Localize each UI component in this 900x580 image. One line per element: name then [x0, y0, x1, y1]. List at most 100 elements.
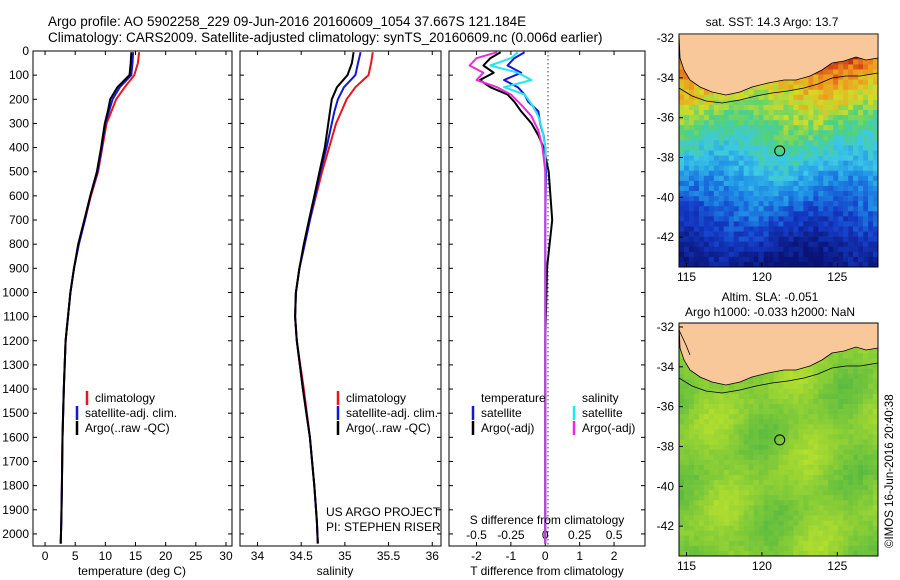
map-cell	[848, 59, 854, 65]
map-cell	[873, 540, 879, 547]
map-cell	[853, 69, 859, 75]
map-cell	[808, 109, 814, 116]
map-cell	[813, 160, 819, 166]
map-cell	[828, 74, 834, 80]
map-cell	[858, 454, 864, 461]
map-cell	[763, 495, 769, 501]
map-cell	[688, 94, 695, 101]
map-cell	[763, 246, 769, 253]
map-cell	[808, 545, 814, 552]
imos-watermark: ©IMOS 16-Jun-2016 20:40:38	[884, 394, 896, 548]
map-cell	[873, 236, 879, 242]
map-cell	[853, 419, 859, 425]
map-cell	[848, 185, 854, 192]
map-cell	[853, 550, 859, 557]
map-cell	[818, 550, 824, 557]
x-tick-label: -1	[506, 549, 517, 563]
map-cell	[768, 419, 774, 425]
map-cell	[813, 495, 819, 501]
map-cell	[828, 160, 834, 166]
map-cell	[688, 79, 695, 85]
map-cell	[773, 454, 779, 461]
map-cell	[778, 368, 784, 374]
map-cell	[773, 495, 779, 501]
map-cell	[718, 246, 725, 253]
depth-tick-label: 1200	[2, 334, 29, 348]
map-cell	[858, 236, 864, 242]
map-cell	[868, 535, 874, 542]
map-cell	[793, 130, 799, 136]
map-cell	[743, 145, 749, 151]
map-cell	[853, 424, 859, 430]
map-cell	[873, 353, 879, 359]
map-cell	[683, 495, 690, 501]
map-cell	[868, 449, 874, 455]
map-cell	[763, 236, 769, 242]
map-cell	[863, 383, 869, 390]
map-cell	[843, 261, 849, 268]
map-cell	[788, 125, 794, 131]
map-cell	[838, 125, 844, 131]
map-cell	[708, 404, 715, 410]
map-cell	[683, 439, 690, 445]
map-cell	[798, 236, 804, 242]
map-cell	[713, 165, 720, 172]
map-cell	[823, 469, 829, 476]
map-cell	[823, 155, 829, 161]
map-cell	[858, 241, 864, 248]
map-cell	[843, 246, 849, 253]
map-cell	[768, 211, 774, 217]
map-cell	[833, 373, 839, 380]
map-cell	[833, 89, 839, 96]
map-cell	[723, 104, 730, 111]
credit-project: US ARGO PROJECT	[326, 505, 441, 519]
map-cell	[733, 419, 739, 425]
map-cell	[808, 246, 814, 253]
map-cell	[838, 74, 844, 80]
map-cell	[718, 520, 725, 526]
map-cell	[713, 226, 720, 232]
map-cell	[763, 155, 769, 161]
map-cell	[813, 185, 819, 192]
map-cell	[853, 201, 859, 207]
salinity-panel: 34 34.5 35 35.5 36 salinity climatology sate…	[239, 50, 442, 578]
map-cell	[813, 130, 819, 136]
map-cell	[838, 515, 844, 521]
map-cell	[773, 251, 779, 258]
map-cell	[758, 424, 764, 430]
map-cell	[873, 120, 879, 126]
map-cell	[688, 429, 695, 435]
map-cell	[713, 480, 720, 486]
map-cell	[713, 170, 720, 177]
map-cell	[863, 74, 869, 80]
map-cell	[843, 535, 849, 542]
map-cell	[758, 480, 764, 486]
map-cell	[858, 201, 864, 207]
map-cell	[683, 545, 690, 552]
map-cell	[793, 495, 799, 501]
map-cell	[828, 221, 834, 227]
map-cell	[758, 155, 764, 161]
map-cell	[833, 150, 839, 156]
map-cell	[783, 89, 789, 96]
map-cell	[803, 535, 809, 542]
map-cell	[868, 505, 874, 511]
map-cell	[798, 398, 804, 405]
map-cell	[838, 368, 844, 374]
map-cell	[743, 434, 749, 440]
map-cell	[763, 109, 769, 116]
map-cell	[733, 495, 739, 501]
map-cell	[679, 211, 685, 217]
map-cell	[718, 444, 725, 450]
map-cell	[728, 94, 735, 101]
map-cell	[688, 439, 695, 445]
map-cell	[748, 261, 754, 268]
map-cell	[758, 550, 764, 557]
map-cell	[683, 429, 690, 435]
map-cell	[713, 404, 720, 410]
map-cell	[688, 216, 695, 222]
map-cell	[733, 388, 739, 395]
map-cell	[718, 480, 725, 486]
map-cell	[728, 490, 735, 496]
map-cell	[679, 256, 685, 263]
